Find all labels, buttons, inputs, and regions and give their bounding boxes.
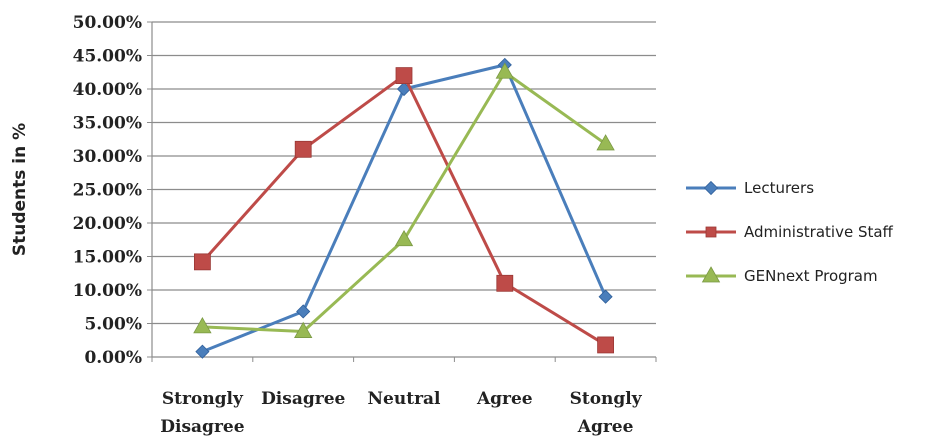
y-tick-label: 25.00% bbox=[73, 181, 142, 201]
series-line bbox=[201, 74, 607, 347]
y-axis-label: Students in % bbox=[10, 123, 30, 256]
legend-label: Lecturers bbox=[744, 179, 814, 197]
series-2 bbox=[193, 62, 615, 338]
x-axis-ticks: Strongly Disagree Disagree Neutral Agree Ston… bbox=[160, 389, 642, 437]
data-point bbox=[596, 134, 615, 151]
data-point bbox=[598, 289, 613, 304]
legend-item: GENnext Program bbox=[686, 266, 878, 285]
y-tick-label: 30.00% bbox=[73, 147, 142, 167]
data-point bbox=[193, 317, 212, 334]
legend: Lecturers Administrative Staff GENnext Pro… bbox=[686, 179, 894, 285]
x-tick-label: Stongly Agree bbox=[570, 389, 643, 437]
series-line bbox=[202, 70, 607, 334]
series bbox=[193, 57, 615, 359]
y-tick-label: 35.00% bbox=[73, 114, 142, 134]
legend-item: Lecturers bbox=[686, 179, 814, 197]
y-tick-label: 45.00% bbox=[73, 47, 142, 67]
legend-marker bbox=[705, 226, 717, 238]
y-tick-label: 20.00% bbox=[73, 214, 142, 234]
data-point bbox=[193, 253, 211, 271]
data-point bbox=[294, 321, 313, 338]
x-tick-label: Strongly Disagree bbox=[160, 389, 244, 437]
y-tick-label: 5.00% bbox=[84, 315, 142, 335]
y-tick-label: 0.00% bbox=[84, 348, 142, 368]
data-point bbox=[496, 274, 514, 292]
data-point bbox=[195, 344, 210, 359]
y-axis-ticks: 0.00% 5.00% 10.00% 15.00% 20.00% 25.00% 30.00%… bbox=[73, 13, 142, 368]
y-tick-label: 50.00% bbox=[73, 13, 142, 33]
legend-label: GENnext Program bbox=[744, 267, 878, 285]
x-tick-label: Neutral bbox=[368, 389, 442, 409]
data-point bbox=[296, 304, 311, 319]
series-1 bbox=[193, 67, 614, 354]
y-tick-label: 15.00% bbox=[73, 248, 142, 268]
x-tick-label: Disagree bbox=[261, 389, 345, 409]
legend-label: Administrative Staff bbox=[744, 223, 894, 241]
y-tick-label: 40.00% bbox=[73, 80, 142, 100]
y-tick-label: 10.00% bbox=[73, 281, 142, 301]
data-point bbox=[395, 67, 413, 84]
data-point bbox=[294, 140, 312, 158]
data-point bbox=[495, 62, 514, 79]
data-point bbox=[394, 229, 414, 247]
axes bbox=[147, 21, 657, 362]
x-tick-label: Agree bbox=[476, 389, 533, 409]
legend-marker bbox=[701, 266, 721, 283]
data-point bbox=[597, 336, 614, 354]
series-0 bbox=[195, 57, 613, 359]
legend-marker bbox=[703, 180, 719, 196]
legend-item: Administrative Staff bbox=[686, 223, 894, 241]
